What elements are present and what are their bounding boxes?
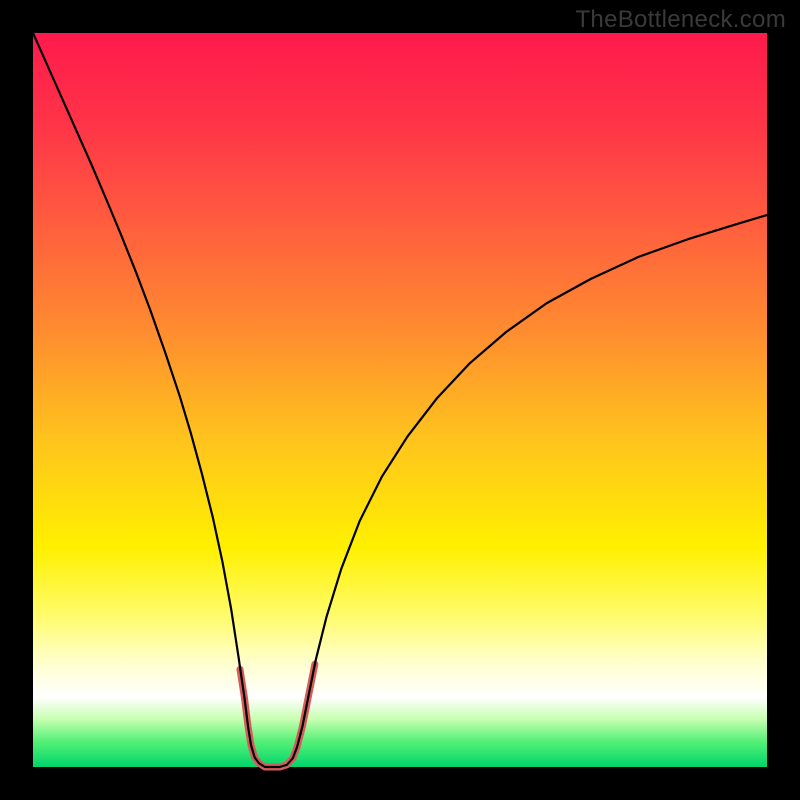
bottleneck-chart bbox=[0, 0, 800, 800]
chart-svg bbox=[0, 0, 800, 800]
watermark-text: TheBottleneck.com bbox=[575, 6, 786, 34]
gradient-panel bbox=[33, 33, 767, 767]
